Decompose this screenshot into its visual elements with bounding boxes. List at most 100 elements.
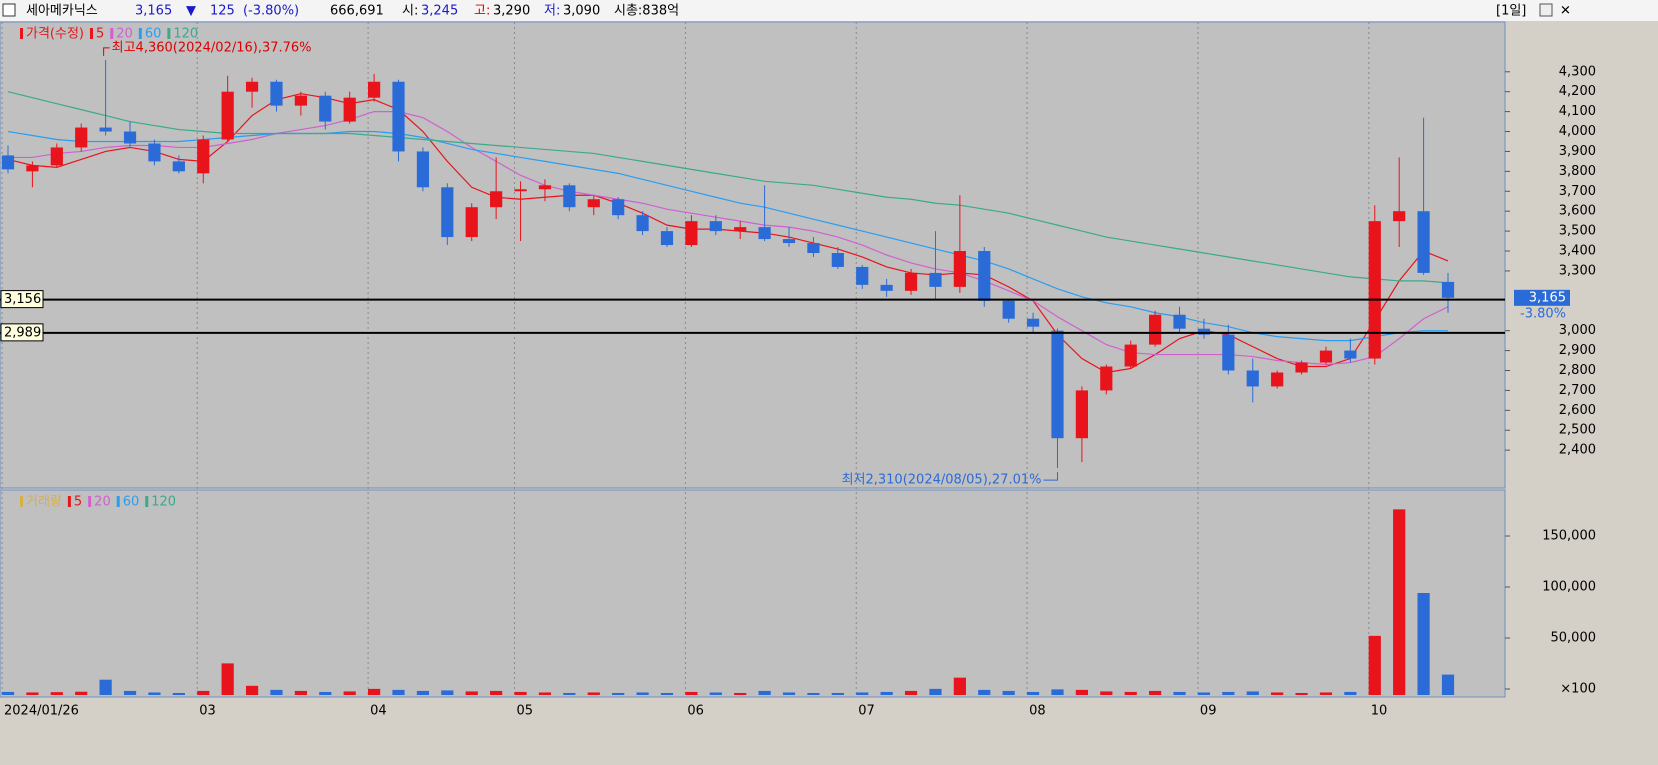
price-panel [0, 21, 1506, 489]
candle-body [172, 161, 185, 172]
candle-body [75, 127, 88, 148]
y-tick-label: 3,900 [1559, 144, 1596, 159]
volume-panel [0, 489, 1506, 698]
x-tick-label: 10 [1371, 704, 1388, 719]
candle-body [978, 251, 991, 301]
ma-line [7, 130, 1448, 342]
candle-body [1100, 366, 1113, 391]
legend-entry: 20 [116, 27, 133, 42]
volume-bar [75, 691, 88, 695]
volume-bar [538, 692, 552, 695]
candle-body [319, 95, 332, 122]
level-box [0, 323, 44, 342]
volume-bar [904, 690, 918, 695]
y-tick-label: 50,000 [1551, 631, 1597, 646]
legend-entry: 5 [96, 27, 104, 42]
candle-body [197, 139, 210, 174]
legend-swatch [67, 496, 71, 507]
volume-bar [1441, 674, 1455, 695]
window-button[interactable] [1539, 3, 1553, 17]
volume-bar [1149, 690, 1162, 695]
open-label: 시: [402, 4, 418, 19]
volume-bar [172, 692, 185, 695]
header-bar [0, 0, 1658, 21]
volume-bar [660, 692, 674, 695]
x-tick-label: 07 [858, 704, 875, 719]
candle-body [1246, 370, 1259, 387]
arrow [103, 47, 110, 56]
y-tick-label: 3,400 [1559, 244, 1596, 259]
x-tick-label: 09 [1200, 704, 1217, 719]
y-tick-label: 2,900 [1559, 343, 1596, 358]
volume-bar [953, 677, 966, 695]
close-button[interactable]: ✕ [1560, 4, 1571, 19]
checkbox[interactable] [2, 3, 16, 17]
volume-bar [782, 692, 796, 695]
volume-bar [221, 663, 234, 695]
legend-entry: 60 [123, 495, 140, 510]
price: 3,165 [135, 4, 172, 19]
legend-swatch [167, 28, 171, 39]
low-label: 저: [544, 4, 560, 19]
volume-bar [1271, 692, 1284, 695]
volume-bar [612, 692, 625, 695]
candle-body [587, 199, 600, 208]
y-tick-label: 3,800 [1559, 164, 1596, 179]
volume-bar [685, 691, 698, 695]
candle-body [1051, 330, 1064, 439]
candle-body [1173, 314, 1186, 329]
candle-body [929, 272, 942, 287]
legend-swatch [138, 28, 142, 39]
candle-body [148, 143, 161, 162]
high-label: 고: [474, 4, 490, 19]
candle-body [343, 97, 356, 122]
ma-line [8, 111, 1449, 366]
candle-body [1197, 328, 1211, 335]
volume-bar [319, 691, 332, 695]
volume-bar [758, 690, 771, 695]
candle-body [490, 191, 503, 208]
volume-bar [709, 692, 722, 695]
candle-body [538, 185, 552, 190]
legend-title: 가격(수정) [26, 27, 84, 42]
volume-bar [416, 690, 430, 695]
volume-bar [392, 689, 405, 695]
volume-bar [1124, 691, 1137, 695]
volume-bar [514, 691, 527, 695]
stock-name: 세아메카닉스 [26, 4, 98, 19]
volume-bar [1, 691, 15, 695]
volume-bar [1026, 691, 1040, 695]
candle-body [856, 266, 869, 285]
volume-bar [831, 692, 844, 695]
candle-body [245, 81, 259, 92]
legend-title: 거래량 [26, 495, 62, 510]
candle-body [660, 231, 674, 246]
volume-bar [50, 692, 63, 695]
candle-body [734, 227, 747, 232]
candle-body [99, 127, 112, 132]
arrow: ▼ [186, 4, 196, 19]
y-tick-label: 2,600 [1559, 403, 1596, 418]
candle-body [1441, 281, 1455, 298]
candle-body [685, 221, 698, 246]
y-tick-label: 2,500 [1559, 423, 1596, 438]
legend-entry: 120 [173, 27, 198, 42]
x-tick-label: 06 [687, 704, 704, 719]
y-tick-label: 3,700 [1559, 184, 1596, 199]
candle-body [1271, 372, 1284, 387]
legend-swatch [20, 28, 23, 39]
volume-bar [856, 692, 869, 695]
volume-bar [245, 685, 259, 695]
low: 3,090 [563, 4, 600, 19]
candle-body [416, 151, 430, 188]
candle-body [880, 284, 893, 291]
candle-body [441, 187, 454, 238]
x-tick-label: 08 [1029, 704, 1046, 719]
period[interactable]: [1일] [1496, 4, 1526, 19]
change-pct: (-3.80%) [243, 4, 299, 19]
volume-bar [441, 690, 454, 695]
x-tick-label: 03 [199, 704, 216, 719]
volume-bar [1246, 691, 1259, 695]
volume-bar [978, 689, 991, 695]
volume-bar [490, 690, 503, 695]
